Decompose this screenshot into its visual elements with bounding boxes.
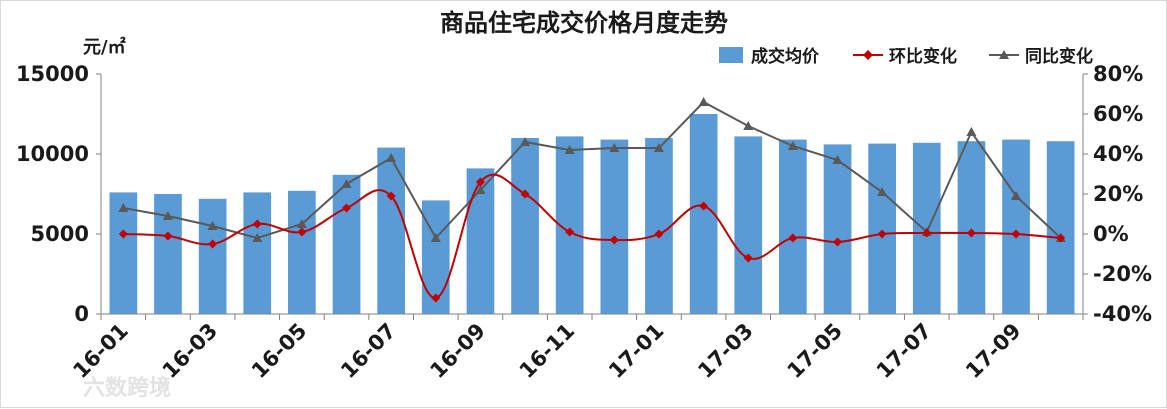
legend-bar-label: 成交均价 bbox=[751, 46, 820, 67]
yoy-point-17-05 bbox=[832, 155, 843, 164]
mom-point-16-04 bbox=[252, 219, 262, 229]
mom-point-17-05 bbox=[833, 237, 842, 247]
line-series bbox=[118, 97, 1066, 303]
yoy-point-16-09 bbox=[475, 185, 486, 194]
mom-point-17-08 bbox=[966, 228, 976, 238]
bar-series bbox=[109, 114, 1075, 314]
bar-16-05 bbox=[288, 190, 316, 314]
x-tick-label: 16-07 bbox=[336, 319, 400, 383]
mom-point-17-10 bbox=[1056, 233, 1066, 243]
bar-17-05 bbox=[823, 144, 852, 314]
bar-17-08 bbox=[957, 141, 986, 314]
mom-point-17-09 bbox=[1011, 229, 1021, 239]
y-tick-label: 15000 bbox=[16, 62, 89, 86]
bar-16-06 bbox=[332, 174, 361, 314]
x-tick-label: 16-01 bbox=[68, 319, 132, 383]
yoy-line bbox=[123, 100, 1062, 240]
legend-mom-marker bbox=[863, 50, 873, 60]
yoy-point-17-04 bbox=[787, 141, 798, 150]
bar-17-09 bbox=[1002, 139, 1030, 314]
mom-point-17-06 bbox=[877, 229, 887, 239]
bar-16-07 bbox=[377, 147, 405, 314]
mom-point-17-04 bbox=[788, 233, 798, 243]
x-tick-label: 16-05 bbox=[247, 319, 311, 383]
yoy-point-17-08 bbox=[966, 127, 977, 136]
x-tick-label: 17-05 bbox=[783, 319, 847, 383]
y-tick-label: 5000 bbox=[31, 222, 89, 246]
bar-17-03 bbox=[734, 136, 763, 314]
y2-tick-label: -40% bbox=[1093, 302, 1152, 326]
yoy-point-17-02 bbox=[698, 97, 709, 106]
legend-mom-label: 环比变化 bbox=[889, 46, 957, 67]
mom-point-16-05 bbox=[297, 227, 307, 237]
y-tick-label: 10000 bbox=[16, 142, 89, 166]
yoy-point-16-05 bbox=[296, 219, 307, 228]
mom-point-16-10 bbox=[520, 189, 530, 199]
legend-yoy-marker bbox=[999, 50, 1009, 59]
x-tick-label: 17-09 bbox=[961, 319, 1025, 383]
mom-point-17-01 bbox=[654, 229, 664, 239]
bar-16-04 bbox=[243, 192, 272, 314]
mom-point-16-08 bbox=[431, 293, 441, 303]
mom-point-17-03 bbox=[743, 253, 753, 263]
mom-point-16-03 bbox=[208, 239, 218, 249]
yoy-point-16-04 bbox=[252, 233, 263, 242]
bar-17-10 bbox=[1046, 141, 1075, 314]
mom-point-16-06 bbox=[342, 203, 351, 213]
legend-yoy-label: 同比变化 bbox=[1025, 46, 1093, 67]
legend: 成交均价 环比变化 同比变化 bbox=[719, 46, 1093, 67]
mom-point-16-12 bbox=[609, 235, 619, 245]
chart-title: 商品住宅成交价格月度走势 bbox=[440, 9, 728, 37]
yoy-point-16-11 bbox=[564, 145, 575, 154]
bar-16-01 bbox=[109, 192, 138, 314]
yoy-point-16-07 bbox=[386, 153, 397, 162]
mom-point-17-02 bbox=[699, 201, 709, 211]
yoy-point-17-03 bbox=[743, 121, 754, 130]
y2-tick-label: 40% bbox=[1093, 142, 1143, 166]
y2-tick-label: 20% bbox=[1093, 182, 1143, 206]
mom-point-16-07 bbox=[386, 191, 396, 201]
bar-16-12 bbox=[600, 139, 629, 314]
x-tick-label: 17-07 bbox=[872, 319, 936, 383]
mom-point-16-11 bbox=[565, 227, 575, 237]
yoy-point-16-08 bbox=[430, 233, 441, 242]
watermark-text: 六数跨境 bbox=[83, 375, 171, 401]
x-tick-label: 17-03 bbox=[693, 319, 757, 383]
yoy-point-16-10 bbox=[520, 137, 531, 146]
y-axis-unit: 元/㎡ bbox=[83, 36, 126, 58]
x-tick-label: 16-09 bbox=[425, 319, 489, 383]
yoy-point-16-02 bbox=[162, 211, 173, 220]
y2-tick-label: 0% bbox=[1093, 222, 1129, 246]
bar-17-04 bbox=[779, 139, 807, 314]
mom-point-16-09 bbox=[475, 177, 485, 187]
yoy-point-17-06 bbox=[877, 187, 888, 196]
yoy-point-16-03 bbox=[207, 221, 218, 230]
legend-bar-swatch bbox=[719, 47, 743, 63]
x-tick-label: 16-11 bbox=[515, 319, 579, 383]
x-tick-label: 17-01 bbox=[604, 319, 668, 383]
y2-tick-label: 80% bbox=[1093, 62, 1143, 86]
bar-17-01 bbox=[645, 138, 673, 314]
yoy-point-16-12 bbox=[609, 143, 620, 152]
mom-point-16-01 bbox=[118, 229, 128, 239]
y-tick-label: 0 bbox=[74, 302, 89, 326]
mom-point-16-02 bbox=[163, 231, 173, 241]
x-tick-label: 16-03 bbox=[158, 319, 222, 383]
bar-16-03 bbox=[198, 198, 227, 314]
yoy-point-16-01 bbox=[118, 203, 129, 212]
yoy-point-16-06 bbox=[341, 179, 352, 188]
bar-17-06 bbox=[868, 143, 896, 314]
yoy-point-17-01 bbox=[653, 143, 664, 152]
bar-16-10 bbox=[511, 138, 539, 314]
mom-point-17-07 bbox=[922, 228, 932, 238]
y2-tick-label: -20% bbox=[1093, 262, 1152, 286]
y2-tick-label: 60% bbox=[1093, 102, 1143, 126]
yoy-point-17-09 bbox=[1011, 191, 1022, 200]
